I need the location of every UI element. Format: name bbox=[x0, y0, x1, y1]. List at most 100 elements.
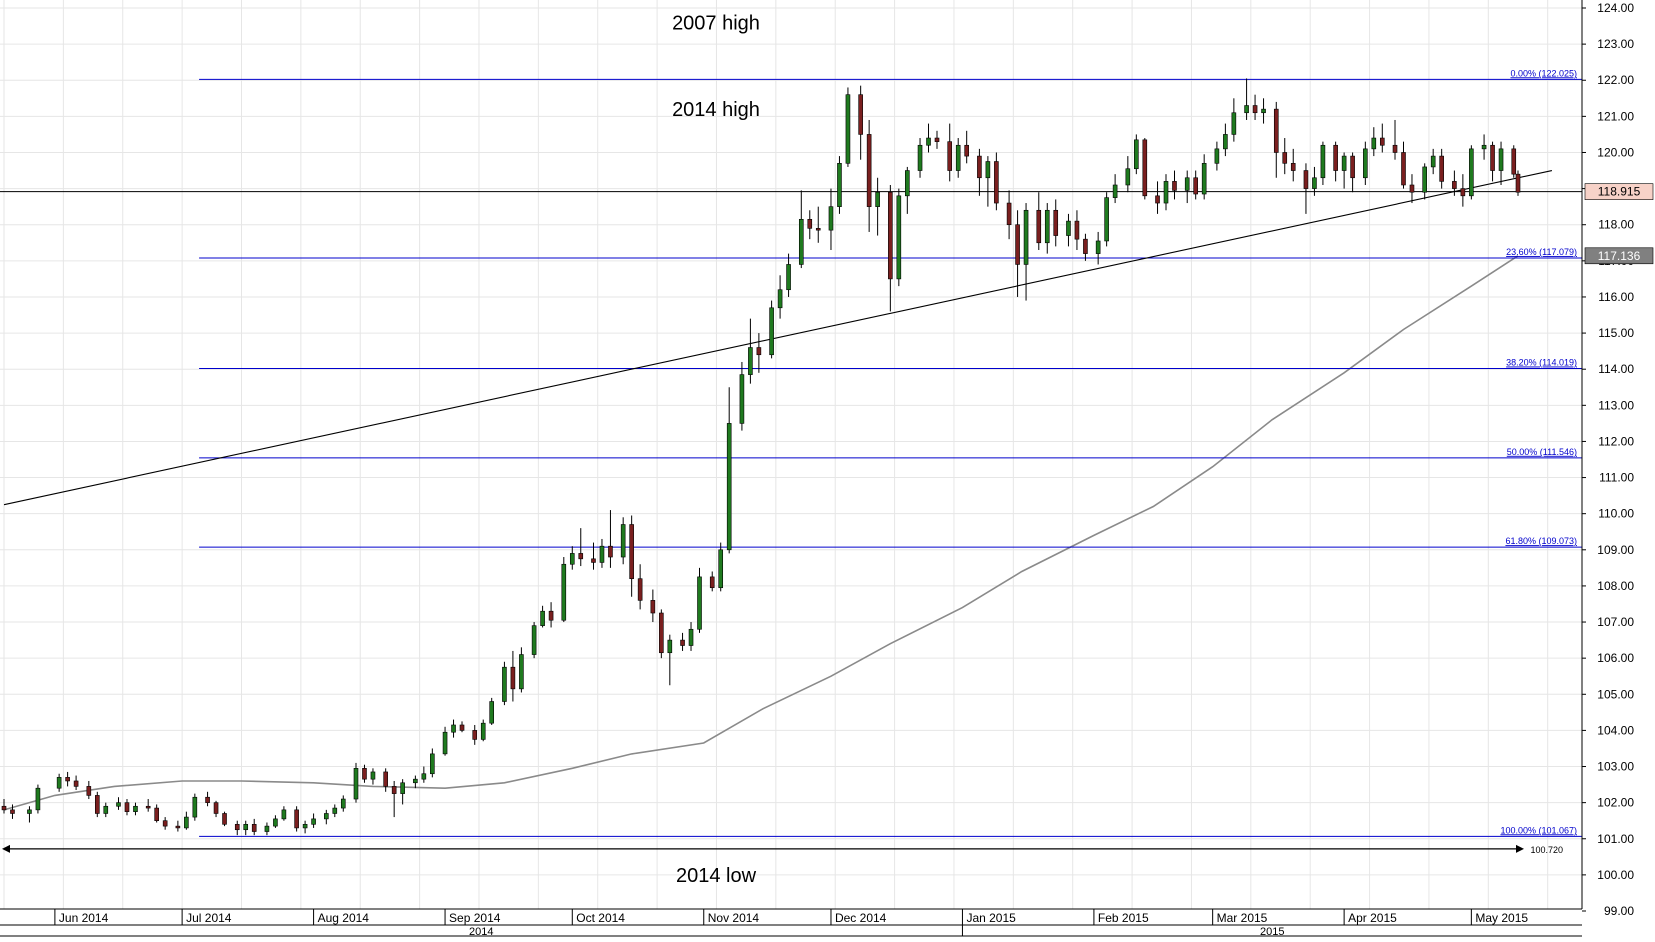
candle-body bbox=[548, 610, 554, 621]
candle-body bbox=[362, 768, 367, 780]
candle-body bbox=[116, 802, 121, 807]
candle-body bbox=[519, 654, 524, 690]
annotation-label: 2007 high bbox=[672, 12, 760, 34]
candle-body bbox=[1490, 144, 1495, 171]
fib-level-label: 100.00% (101.067) bbox=[1500, 825, 1577, 835]
candle-body bbox=[798, 219, 804, 265]
x-tick-label: Feb 2015 bbox=[1098, 911, 1149, 925]
candle-body bbox=[1401, 152, 1406, 186]
x-tick-label: Nov 2014 bbox=[708, 911, 760, 925]
candle-body bbox=[184, 816, 189, 829]
candle-body bbox=[281, 809, 287, 820]
candle-body bbox=[413, 778, 418, 784]
candle-body bbox=[421, 773, 427, 780]
candle-body bbox=[430, 753, 435, 775]
candle-body bbox=[1350, 155, 1355, 179]
candle-body bbox=[1, 805, 7, 811]
candle-body bbox=[828, 206, 834, 231]
candle-body bbox=[27, 809, 32, 814]
candle-body bbox=[786, 264, 791, 291]
candle-body bbox=[213, 802, 219, 814]
candle-body bbox=[1379, 137, 1385, 146]
candle-body bbox=[1430, 155, 1436, 168]
x-tick-label: Sep 2014 bbox=[449, 911, 501, 925]
y-tick-label: 102.00 bbox=[1597, 796, 1634, 810]
year-label: 2015 bbox=[1260, 926, 1284, 937]
candlestick-layer bbox=[1, 78, 1521, 836]
candle-body bbox=[709, 576, 715, 589]
candle-body bbox=[1452, 181, 1457, 189]
candle-body bbox=[659, 612, 664, 654]
y-tick-label: 105.00 bbox=[1597, 687, 1634, 701]
x-tick-label: May 2015 bbox=[1475, 911, 1528, 925]
candle-body bbox=[858, 94, 863, 135]
grid-lines bbox=[0, 0, 1582, 909]
candle-body bbox=[620, 524, 626, 558]
candle-body bbox=[1006, 202, 1012, 226]
candle-body bbox=[1252, 105, 1258, 114]
candle-body bbox=[540, 610, 545, 626]
candle-body bbox=[332, 807, 338, 814]
candle-body bbox=[400, 782, 405, 794]
y-tick-label: 100.00 bbox=[1597, 868, 1634, 882]
candle-body bbox=[353, 768, 359, 800]
candle-body bbox=[837, 163, 842, 207]
candle-body bbox=[311, 818, 316, 825]
candle-body bbox=[1036, 209, 1042, 244]
candle-body bbox=[1409, 184, 1415, 193]
trendline-layer bbox=[3, 170, 1553, 506]
candle-body bbox=[1095, 240, 1101, 254]
y-tick-label: 108.00 bbox=[1597, 579, 1634, 593]
candle-body bbox=[1201, 163, 1207, 195]
candle-body bbox=[994, 161, 999, 204]
candle-body bbox=[1333, 144, 1338, 171]
candle-body bbox=[688, 628, 694, 646]
candle-body bbox=[1282, 152, 1288, 164]
candle-body bbox=[977, 155, 982, 179]
candle-body bbox=[1290, 163, 1296, 171]
annotation-layer: 2007 high 2014 high 2014 low bbox=[672, 12, 760, 886]
candle-body bbox=[777, 289, 783, 309]
x-tick-label: Jun 2014 bbox=[59, 911, 109, 925]
candle-body bbox=[637, 578, 643, 601]
candle-body bbox=[650, 600, 656, 614]
candle-body bbox=[1439, 155, 1444, 182]
candle-body bbox=[1460, 188, 1466, 197]
support-line-label: 100.720 bbox=[1530, 845, 1563, 855]
moving-average-badge bbox=[1584, 247, 1654, 265]
y-tick-label: 101.00 bbox=[1597, 832, 1634, 846]
fib-level-label: 23.60% (117.079) bbox=[1506, 247, 1577, 257]
candle-body bbox=[807, 219, 813, 229]
candle-body bbox=[251, 824, 257, 832]
candle-body bbox=[1104, 197, 1109, 242]
candle-body bbox=[697, 576, 702, 630]
moving-average-badge-label: 117.136 bbox=[1598, 249, 1641, 263]
candle-body bbox=[718, 549, 724, 589]
x-tick-label: Aug 2014 bbox=[318, 911, 370, 925]
candle-body bbox=[1303, 170, 1309, 189]
candle-body bbox=[510, 666, 516, 690]
candle-body bbox=[561, 563, 567, 621]
candle-body bbox=[459, 724, 465, 731]
y-tick-label: 116.00 bbox=[1598, 290, 1634, 304]
candle-body bbox=[1261, 108, 1266, 114]
x-tick-label: Jan 2015 bbox=[966, 911, 1016, 925]
candle-body bbox=[1363, 148, 1368, 179]
candle-body bbox=[1515, 173, 1521, 193]
candle-body bbox=[599, 545, 605, 563]
candle-body bbox=[324, 813, 329, 820]
fib-level-label: 50.00% (111.546) bbox=[1507, 447, 1577, 457]
candle-body bbox=[629, 524, 634, 579]
candle-body bbox=[1498, 148, 1504, 171]
year-label: 2014 bbox=[469, 926, 493, 937]
candle-body bbox=[569, 553, 575, 565]
candle-body bbox=[124, 802, 130, 812]
candle-body bbox=[1469, 148, 1474, 197]
y-tick-label: 118.00 bbox=[1598, 218, 1634, 232]
candle-body bbox=[1053, 209, 1059, 236]
candle-body bbox=[1273, 108, 1279, 153]
candle-body bbox=[234, 824, 240, 831]
